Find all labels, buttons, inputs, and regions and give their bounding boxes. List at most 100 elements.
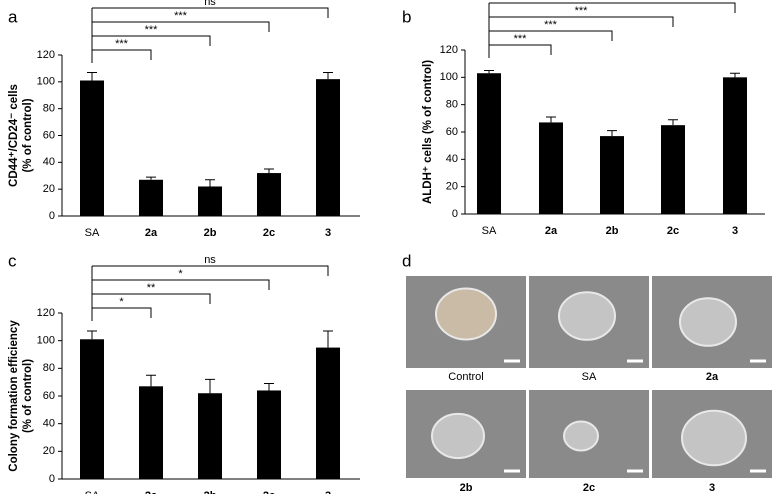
significance-label: ns xyxy=(204,254,216,266)
y-tick-label: 60 xyxy=(446,126,458,138)
significance-bracket xyxy=(92,265,329,276)
significance-label: *** xyxy=(145,24,159,36)
error-bar xyxy=(668,119,678,126)
error-bar xyxy=(205,179,215,187)
bar xyxy=(139,386,163,479)
error-bar xyxy=(484,70,494,74)
significance-bracket xyxy=(489,2,736,13)
x-tick-label: 2c xyxy=(263,490,275,494)
error-bar xyxy=(607,130,617,137)
bar xyxy=(316,347,340,479)
significance-bracket xyxy=(92,279,270,290)
y-tick-label: 120 xyxy=(37,49,55,61)
y-tick-label: 0 xyxy=(452,208,458,220)
significance-bracket xyxy=(92,307,152,318)
x-tick-label: 2b xyxy=(204,490,217,494)
bar xyxy=(257,173,281,216)
significance-label: ** xyxy=(147,282,156,294)
micrograph-caption: 2b xyxy=(460,482,473,494)
error-bar xyxy=(146,374,156,387)
y-axis-label: (% of control) xyxy=(22,98,34,172)
significance-label: * xyxy=(178,268,183,280)
significance-bracket xyxy=(489,30,613,41)
bar xyxy=(661,125,685,214)
bar xyxy=(600,136,624,214)
error-bar xyxy=(546,116,556,123)
micrograph-caption: 2c xyxy=(583,482,595,494)
y-tick-label: 0 xyxy=(49,210,55,222)
bar xyxy=(723,77,747,214)
y-tick-label: 120 xyxy=(440,44,458,56)
error-bar xyxy=(87,71,97,81)
error-bar xyxy=(323,71,333,80)
significance-bracket xyxy=(489,16,674,27)
significance-label: * xyxy=(119,296,124,308)
x-tick-label: SA xyxy=(85,490,100,494)
y-tick-label: 40 xyxy=(43,418,55,430)
micrograph-grid: Control SA 2a 2b 2c 3 xyxy=(406,276,772,494)
significance-bracket xyxy=(92,49,152,60)
significance-bracket xyxy=(92,21,270,32)
x-tick-label: 3 xyxy=(732,225,738,237)
colony xyxy=(563,420,599,452)
y-axis-label: (% of control) xyxy=(22,359,34,433)
y-tick-label: 40 xyxy=(43,156,55,168)
significance-label: ns xyxy=(204,0,216,8)
y-tick-label: 80 xyxy=(446,99,458,111)
y-tick-label: 0 xyxy=(49,473,55,485)
error-bar xyxy=(323,330,333,348)
y-tick-label: 40 xyxy=(446,153,458,165)
significance-label: *** xyxy=(115,38,129,50)
y-tick-label: 100 xyxy=(37,335,55,347)
y-tick-label: 20 xyxy=(446,181,458,193)
colony xyxy=(435,287,497,341)
panel-label: c xyxy=(8,251,17,270)
error-bar xyxy=(87,330,97,340)
y-tick-label: 80 xyxy=(43,362,55,374)
x-tick-label: 2a xyxy=(145,227,158,239)
bar xyxy=(198,393,222,479)
error-bar xyxy=(264,383,274,391)
colony xyxy=(431,412,485,460)
panel-label: a xyxy=(8,7,18,26)
bar xyxy=(80,80,104,216)
significance-label: *** xyxy=(575,5,589,17)
x-tick-label: 2b xyxy=(606,225,619,237)
y-axis-label: CD44⁺/CD24⁻ cells xyxy=(8,84,20,187)
micrograph-caption: SA xyxy=(582,371,597,383)
y-tick-label: 100 xyxy=(37,76,55,88)
x-tick-label: 2a xyxy=(545,225,558,237)
colony xyxy=(681,409,747,467)
x-tick-label: 3 xyxy=(325,490,331,494)
bar xyxy=(477,73,501,214)
micrograph-caption: Control xyxy=(448,371,483,383)
y-tick-label: 60 xyxy=(43,390,55,402)
y-tick-label: 120 xyxy=(37,307,55,319)
bar xyxy=(80,339,104,479)
y-tick-label: 20 xyxy=(43,445,55,457)
bar xyxy=(539,122,563,214)
x-tick-label: 2c xyxy=(263,227,275,239)
colony xyxy=(679,297,737,347)
y-tick-label: 60 xyxy=(43,129,55,141)
y-tick-label: 100 xyxy=(440,71,458,83)
significance-bracket xyxy=(489,44,552,55)
micrograph-caption: 3 xyxy=(709,482,715,494)
x-tick-label: 3 xyxy=(325,227,331,239)
bar xyxy=(139,179,163,216)
micrograph-caption: 2a xyxy=(706,371,719,383)
x-tick-label: 2b xyxy=(204,227,217,239)
panel-label: d xyxy=(402,251,411,270)
x-tick-label: 2a xyxy=(145,490,158,494)
significance-label: *** xyxy=(514,33,528,45)
significance-bracket xyxy=(92,35,211,46)
x-tick-label: 2c xyxy=(667,225,679,237)
significance-bracket xyxy=(92,7,329,18)
bar xyxy=(257,390,281,479)
y-tick-label: 20 xyxy=(43,183,55,195)
significance-label: *** xyxy=(544,19,558,31)
bar xyxy=(316,79,340,217)
error-bar xyxy=(146,176,156,180)
significance-bracket xyxy=(92,293,211,304)
